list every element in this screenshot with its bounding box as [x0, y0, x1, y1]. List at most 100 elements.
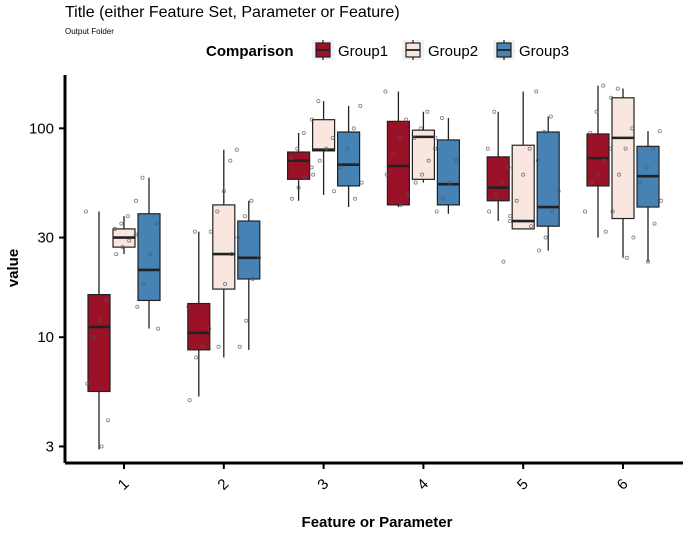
data-point — [229, 252, 234, 257]
data-point — [535, 158, 540, 163]
box-iqr — [287, 151, 311, 180]
data-point — [624, 255, 629, 260]
data-point — [112, 226, 117, 231]
data-point — [527, 146, 532, 151]
data-point — [345, 146, 350, 151]
data-point — [84, 209, 89, 214]
data-point — [514, 198, 519, 203]
data-point — [529, 224, 534, 229]
chart-subtitle: Output Folder — [65, 27, 114, 36]
box-iqr — [586, 133, 610, 187]
data-point — [485, 146, 490, 151]
data-point — [602, 158, 607, 163]
x-tick-label: 2 — [214, 476, 232, 494]
box-group1-cat-3 — [287, 130, 314, 201]
data-point — [630, 126, 635, 131]
data-point — [420, 172, 425, 177]
data-point — [534, 89, 539, 94]
data-point — [301, 130, 306, 135]
data-point — [609, 95, 614, 100]
box-iqr — [436, 139, 460, 206]
box-iqr — [87, 293, 111, 393]
box-group1-cat-4 — [383, 89, 410, 208]
data-point — [501, 259, 506, 264]
y-axis-label: value — [5, 249, 22, 287]
data-point — [646, 259, 651, 264]
data-point — [331, 189, 336, 194]
data-point — [659, 198, 664, 203]
data-point — [296, 185, 301, 190]
data-point — [548, 114, 553, 119]
data-point — [439, 116, 444, 121]
x-axis-label: Feature or Parameter — [302, 514, 453, 531]
x-tick-label: 3 — [314, 476, 332, 494]
data-point — [288, 156, 293, 161]
data-point — [507, 219, 512, 224]
data-point — [228, 158, 233, 163]
data-point — [454, 158, 459, 163]
data-point — [441, 196, 446, 201]
data-point — [358, 103, 363, 108]
data-point — [316, 99, 321, 104]
data-point — [317, 158, 322, 163]
data-point — [200, 344, 205, 349]
data-point — [351, 126, 356, 131]
data-point — [397, 135, 402, 140]
x-tick-label: 6 — [614, 476, 632, 494]
box-iqr — [411, 129, 435, 180]
data-point — [99, 444, 104, 449]
data-point — [492, 109, 497, 114]
box-group2-cat-6 — [609, 86, 636, 260]
data-point — [359, 180, 364, 185]
data-point — [594, 109, 599, 114]
data-point — [135, 304, 140, 309]
data-point — [623, 146, 628, 151]
data-point — [418, 126, 423, 131]
data-point — [487, 209, 492, 214]
data-point — [133, 232, 138, 237]
data-point — [249, 198, 254, 203]
box-iqr — [337, 131, 361, 187]
legend-label: Group1 — [338, 43, 388, 60]
data-point — [187, 398, 192, 403]
box-group2-cat-1 — [112, 214, 138, 257]
data-point — [309, 117, 314, 122]
data-point — [120, 245, 125, 250]
data-point — [104, 298, 109, 303]
data-point — [154, 221, 159, 226]
box-group3-cat-6 — [636, 129, 664, 264]
data-point — [583, 209, 588, 214]
legend-entry-group3: Group3 — [493, 40, 569, 60]
data-point — [493, 192, 498, 197]
box-group3-cat-3 — [337, 103, 364, 208]
box-group2-cat-5 — [508, 89, 539, 230]
data-point — [542, 130, 547, 135]
box-group1-cat-2 — [186, 229, 212, 403]
plot-area — [84, 83, 664, 450]
data-point — [295, 146, 300, 151]
data-point — [221, 189, 226, 194]
data-point — [644, 165, 649, 170]
data-point — [550, 209, 555, 214]
box-iqr — [386, 120, 410, 206]
data-point — [425, 109, 430, 114]
data-point — [148, 252, 153, 257]
data-point — [85, 381, 90, 386]
data-point — [506, 165, 511, 170]
box-group1-cat-5 — [485, 109, 512, 264]
box-iqr — [212, 204, 236, 290]
legend: Comparison Group1 Group2 Group3 — [206, 40, 569, 60]
data-point — [615, 86, 620, 91]
box-group1-cat-6 — [583, 83, 614, 238]
data-point — [114, 252, 119, 257]
box-group2-cat-2 — [208, 147, 239, 358]
box-group3-cat-1 — [133, 175, 161, 331]
box-iqr — [536, 131, 560, 227]
data-point — [603, 229, 608, 234]
data-point — [657, 129, 662, 134]
data-point — [384, 172, 389, 177]
y-tick-label: 3 — [46, 438, 54, 455]
data-point — [91, 335, 96, 340]
box-group2-cat-3 — [309, 99, 336, 195]
